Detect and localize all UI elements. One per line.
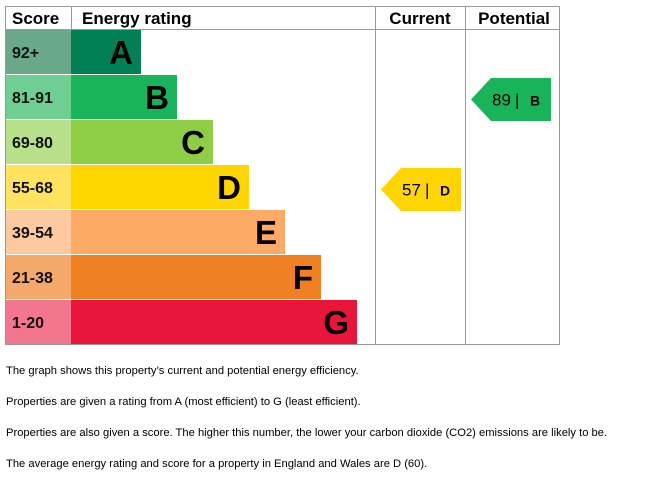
band-bar-b [71,75,177,119]
potential-rating-separator: | [515,91,519,110]
band-bar-c [71,120,213,164]
explanation-notes: The graph shows this property’s current … [6,364,666,488]
header-potential: Potential [478,9,550,28]
score-range-f: 21-38 [12,270,53,287]
score-cell-c [6,120,71,164]
score-cell-g [6,300,71,344]
header-score: Score [12,9,59,28]
potential-rating-band-letter: B [530,93,540,109]
band-bar-f [71,255,321,299]
score-cell-b [6,75,71,119]
score-cell-e [6,210,71,254]
band-bar-e [71,210,285,254]
score-range-e: 39-54 [12,225,53,242]
score-range-d: 55-68 [12,180,53,197]
band-letter-d: D [217,169,241,206]
score-range-g: 1-20 [12,315,44,332]
potential-rating-score-value: 89 [492,91,511,110]
score-range-b: 81-91 [12,90,53,107]
energy-rating-chart: Score Energy rating Current Potential 92… [5,6,560,345]
band-letter-g: G [323,304,349,341]
band-bar-g [71,300,357,344]
potential-rating-arrow [471,78,551,121]
band-bar-d [71,165,249,209]
band-letter-a: A [109,34,133,71]
score-cell-f [6,255,71,299]
score-range-a: 92+ [12,45,39,62]
note-graph-description: The graph shows this property’s current … [6,365,359,377]
note-average-rating: The average energy rating and score for … [6,458,428,470]
band-letter-c: C [181,124,205,161]
score-cell-d [6,165,71,209]
score-cell-a [6,30,71,74]
current-rating-score-value: 57 [402,181,421,200]
current-rating-arrow [381,168,461,211]
band-letter-f: F [293,259,313,296]
band-bar-a [71,30,141,74]
score-range-c: 69-80 [12,135,53,152]
note-rating-scale: Properties are given a rating from A (mo… [6,396,361,408]
header-current: Current [389,9,451,28]
chart-frame [5,6,560,345]
note-score-meaning: Properties are also given a score. The h… [6,427,608,439]
current-rating-band-letter: D [440,183,450,199]
header-energy-rating: Energy rating [82,9,192,28]
band-letter-e: E [255,214,277,251]
current-rating-separator: | [425,181,429,200]
rating-bands: 92+ A 81-91 B 69-80 C 55-68 D 39-54 E 21-38 F 1-20 G [6,30,357,344]
band-letter-b: B [145,79,169,116]
rating-indicators: 57 | D89 | B [381,78,551,211]
